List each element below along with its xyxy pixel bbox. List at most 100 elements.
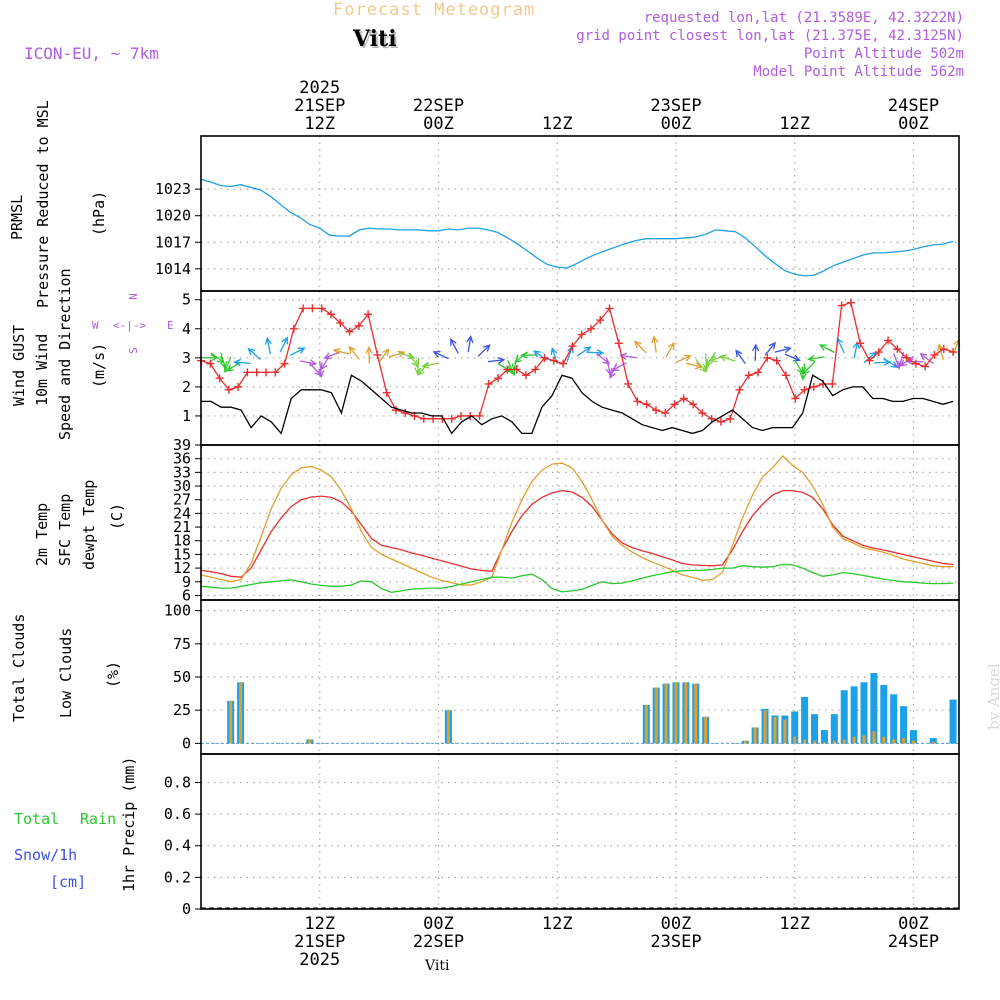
pressure-ytick-label: 1023 — [155, 180, 191, 198]
wind-gust-marker — [605, 304, 614, 313]
wind-gust-marker — [614, 339, 623, 348]
wind-gust-marker — [689, 400, 698, 409]
wind-gust-marker — [373, 350, 382, 359]
wind-arrow-head — [225, 364, 234, 372]
top-time-label: 12Z — [779, 114, 810, 134]
top-time-label: 2025 — [299, 78, 340, 98]
low-cloud-bar — [902, 738, 906, 744]
panel-frame-precip — [200, 753, 960, 910]
wind-gust-marker — [698, 409, 707, 418]
wind-arrow-shaft — [774, 347, 791, 353]
wind-arrow-shaft — [706, 351, 717, 366]
meteogram-title: Forecast Meteogram — [333, 0, 536, 20]
wind-direction-arrow — [802, 361, 815, 375]
wind-ytick-label: 5 — [182, 291, 191, 309]
wind-gust-marker — [549, 356, 558, 365]
total-cloud-bar — [909, 730, 917, 744]
wind-direction-arrow — [317, 360, 325, 379]
pressure-line — [200, 178, 954, 277]
bottom-time-label: 12Z — [542, 914, 573, 934]
wind-arrow-shaft — [348, 346, 360, 360]
wind-gust-marker — [215, 374, 224, 383]
precip-ytick-label: 0.8 — [164, 773, 191, 791]
clouds-ytick-label: 50 — [173, 668, 191, 686]
wind-arrow-head — [783, 346, 792, 354]
wind-arrow-head — [937, 343, 944, 352]
wind-gust-marker — [754, 368, 763, 377]
wind-arrow-head — [619, 352, 628, 360]
wind-gust-marker — [651, 406, 660, 415]
wind-arrow-head — [583, 346, 592, 354]
wind-arrow-head — [365, 345, 373, 354]
wind-gust-marker — [781, 371, 790, 380]
wind-gust-marker — [345, 327, 354, 336]
wind-gust-marker — [280, 359, 289, 368]
wind-arrow-head — [735, 349, 743, 358]
wind-direction-arrow — [633, 340, 647, 354]
wind-arrow-shaft — [576, 346, 591, 357]
wind-gust-marker — [772, 356, 781, 365]
wind-arrow-shaft — [620, 354, 637, 359]
bottom-time-label: 00Z — [898, 914, 929, 934]
temperature-ytick-label: 9 — [182, 573, 191, 591]
wind-arrow-shaft — [450, 338, 459, 354]
wind-direction-arrow — [264, 336, 272, 355]
wind-gust-marker — [364, 310, 373, 319]
wind-arrow-shaft — [487, 359, 504, 363]
precip-legend-rain: Rain — [80, 810, 117, 828]
wind-gust-marker — [326, 310, 335, 319]
temperature-ytick-label: 30 — [173, 477, 191, 495]
clouds-ytick-label: 0 — [182, 734, 191, 752]
top-time-label: 23SEP — [650, 96, 701, 116]
wind-direction-arrow — [852, 340, 860, 359]
watermark: by Angel — [985, 663, 1000, 730]
wind-arrow-head — [432, 351, 441, 358]
low-cloud-bar — [931, 742, 935, 744]
wind-direction-arrow — [466, 335, 474, 353]
wind-arrow-shaft — [266, 338, 271, 355]
top-time-label: 00Z — [898, 114, 929, 134]
wind-arrow-shaft — [234, 361, 251, 365]
wind-gust-marker — [252, 368, 261, 377]
wind-arrow-shaft — [210, 352, 225, 364]
wind-direction-arrow — [348, 345, 360, 360]
wind-direction-arrow — [487, 356, 506, 365]
wind-gust-marker — [503, 365, 512, 374]
wind-arrow-shaft — [705, 353, 708, 370]
bottom-time-label: 12Z — [304, 914, 335, 934]
total-cloud-bar — [949, 699, 957, 744]
wind-gust-marker — [893, 345, 902, 354]
low-cloud-bar — [852, 736, 856, 744]
bottom-time-label: 00Z — [661, 914, 692, 934]
wind-arrow-shaft — [320, 355, 331, 370]
low-cloud-bar — [862, 735, 866, 744]
wind-gust-marker — [456, 411, 465, 420]
low-cloud-bar — [911, 740, 915, 744]
bottom-time-label: 24SEP — [888, 932, 939, 952]
wind-gust-marker — [224, 385, 233, 394]
wind-direction-arrow — [774, 346, 792, 354]
wind-arrow-shaft — [333, 349, 350, 355]
wind-direction-arrow — [651, 335, 659, 353]
wind-arrow-head — [799, 372, 807, 381]
wind-arrow-head — [421, 361, 430, 369]
wind-arrow-head — [407, 352, 416, 360]
top-time-label: 21SEP — [294, 96, 345, 116]
wind-gust-marker — [763, 353, 772, 362]
low-cloud-bar — [813, 740, 817, 744]
low-cloud-bar — [308, 739, 312, 744]
wind-arrow-head — [751, 343, 760, 352]
clouds-ytick-label: 25 — [173, 701, 191, 719]
wind-gust-marker — [261, 368, 270, 377]
wind-gust-marker — [299, 304, 308, 313]
low-cloud-bar — [872, 731, 876, 744]
top-time-label: 00Z — [423, 114, 454, 134]
wind-gust-marker — [716, 417, 725, 426]
wind-arrow-head — [852, 340, 860, 350]
wind-arrow-head — [702, 363, 710, 372]
total-cloud-bar — [880, 684, 888, 744]
wind-arrow-shaft — [920, 353, 934, 365]
low-cloud-bar — [793, 736, 797, 744]
wind-arrow-shaft — [808, 356, 825, 361]
wind-gust-marker — [391, 406, 400, 415]
